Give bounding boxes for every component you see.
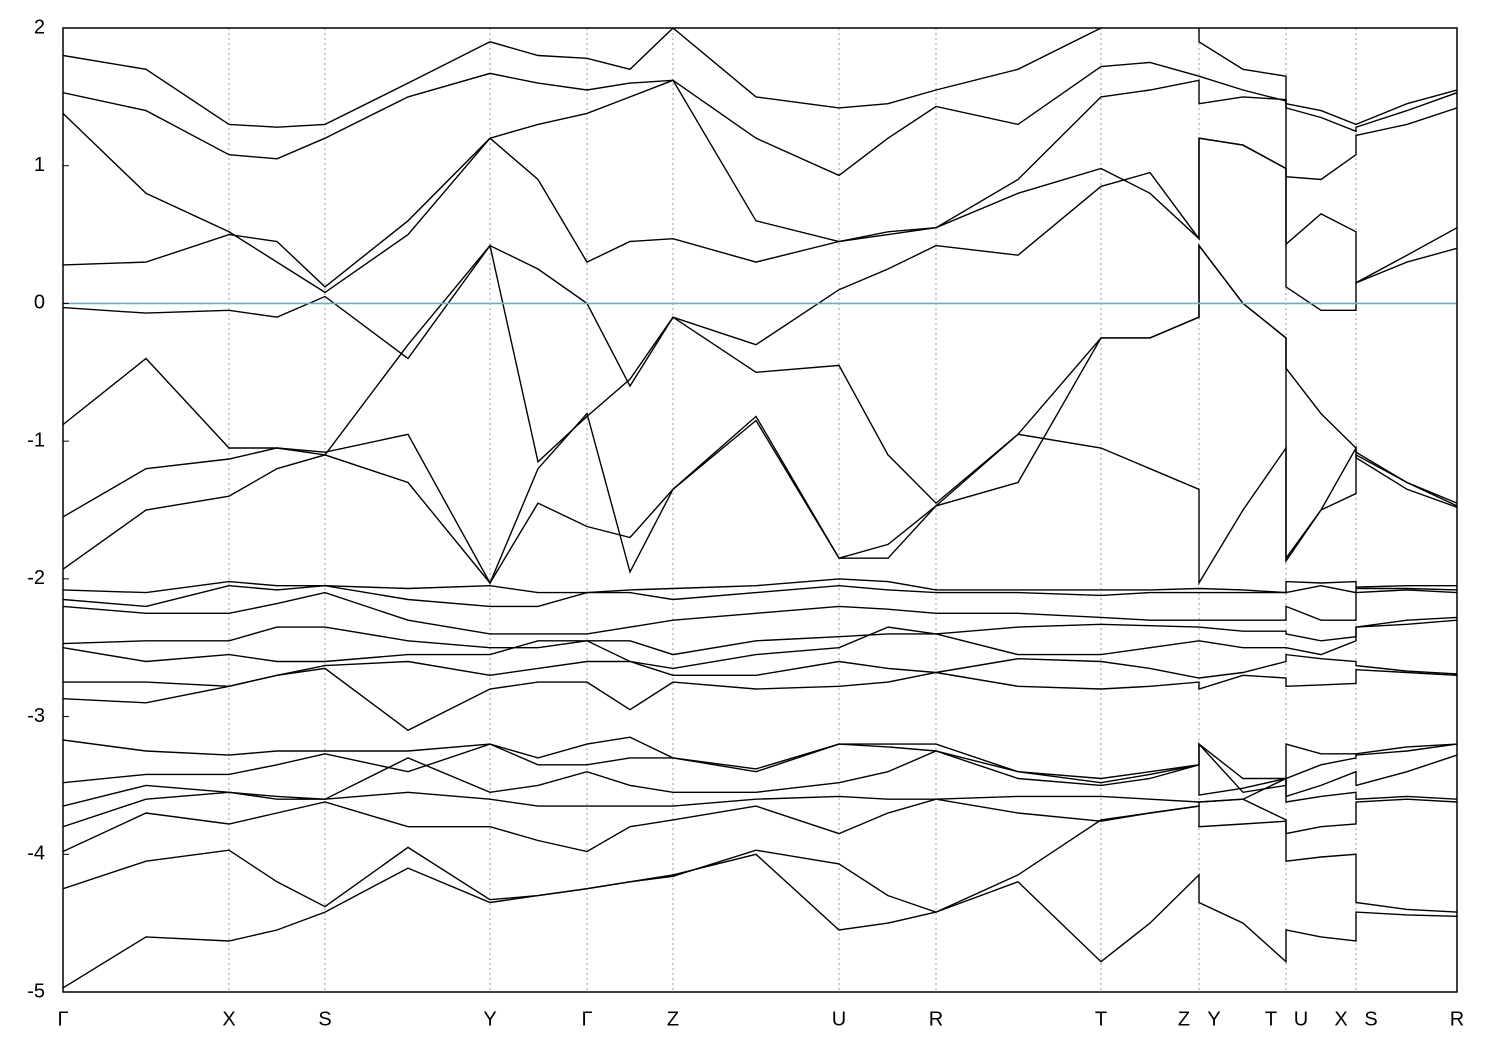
x-tick-label: Z xyxy=(1178,1008,1190,1030)
band-line xyxy=(63,61,1457,177)
band-line xyxy=(63,415,1457,586)
y-tick-label: -4 xyxy=(27,843,45,865)
grid-layer xyxy=(228,28,1357,992)
y-tick-label: -2 xyxy=(27,567,45,589)
y-tick-label: 0 xyxy=(34,292,45,314)
band-line xyxy=(63,777,1457,828)
x-tick-label: Y xyxy=(483,1008,496,1030)
x-tick-label: T xyxy=(1095,1008,1107,1030)
y-tick-label: -3 xyxy=(27,705,45,727)
y-tick-label: 2 xyxy=(34,16,45,38)
band-line xyxy=(63,79,1457,294)
band-line xyxy=(63,616,1457,656)
band-line xyxy=(63,798,1457,853)
x-tick-label: X xyxy=(1334,1008,1347,1030)
x-tick-label: R xyxy=(929,1008,943,1030)
band-line xyxy=(63,243,1457,585)
band-line xyxy=(63,736,1457,794)
band-line xyxy=(63,137,1457,388)
band-line xyxy=(63,137,1457,288)
band-line xyxy=(63,667,1457,732)
band-line xyxy=(63,750,1457,807)
y-tick-label: 1 xyxy=(34,154,45,176)
band-line xyxy=(63,653,1457,688)
x-tick-label: Y xyxy=(1207,1008,1220,1030)
y-tick-label: -1 xyxy=(27,429,45,451)
band-line xyxy=(63,243,1457,505)
x-tick-label: U xyxy=(1294,1008,1308,1030)
x-tick-label: X xyxy=(222,1008,235,1030)
y-tick-label: -5 xyxy=(27,980,45,1002)
x-tick-label: Z xyxy=(667,1008,679,1030)
band-line xyxy=(63,584,1457,608)
x-tick-label: S xyxy=(1364,1008,1377,1030)
plot-frame xyxy=(62,27,1458,993)
bands xyxy=(63,28,1457,989)
band-line xyxy=(63,578,1457,594)
band-line xyxy=(63,28,1457,128)
band-line xyxy=(63,853,1457,989)
band-line xyxy=(63,589,1457,635)
x-tick-label: S xyxy=(318,1008,331,1030)
x-tick-label: Γ xyxy=(57,1008,68,1030)
band-line xyxy=(63,805,1457,913)
band-line xyxy=(63,619,1457,670)
x-tick-label: U xyxy=(832,1008,846,1030)
x-tick-label: R xyxy=(1450,1008,1464,1030)
x-tick-label: T xyxy=(1265,1008,1277,1030)
x-tick-label: Γ xyxy=(581,1008,592,1030)
band-line xyxy=(63,742,1457,787)
